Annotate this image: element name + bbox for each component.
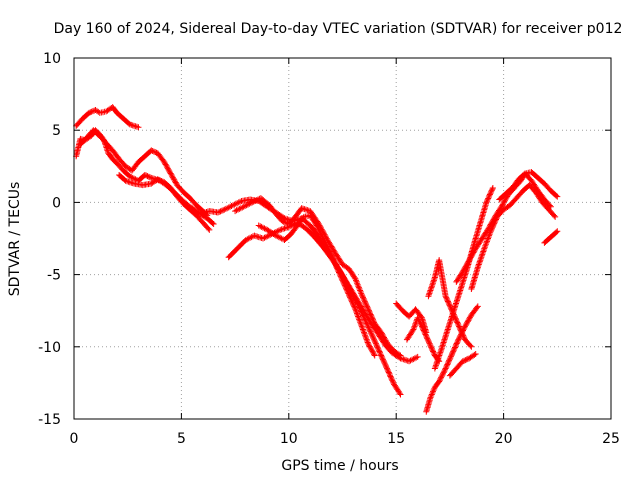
- y-tick-label: 5: [52, 123, 61, 139]
- data-point-markers: [255, 212, 378, 359]
- y-tick-label: -10: [38, 340, 61, 356]
- series-arc-3: [77, 127, 211, 219]
- x-tick-label: 10: [280, 431, 298, 447]
- x-tick-label: 0: [70, 431, 79, 447]
- x-tick-label: 5: [177, 431, 186, 447]
- data-point-markers: [468, 182, 559, 293]
- x-tick-label: 25: [602, 431, 620, 447]
- y-tick-label: -5: [47, 268, 61, 284]
- series-arc-11: [423, 303, 481, 415]
- data-point-markers: [73, 104, 142, 131]
- data-point-markers: [77, 127, 211, 219]
- y-axis-label: SDTVAR / TECUs: [7, 182, 23, 297]
- axis-ticks: 0 5 10 15 20 25 -15 -10 -5 0 5 10: [38, 51, 620, 447]
- series-arc-17: [496, 170, 554, 210]
- y-tick-label: 10: [43, 51, 61, 67]
- x-tick-label: 20: [495, 431, 513, 447]
- data-point-markers: [496, 170, 554, 210]
- data-points: [73, 104, 561, 415]
- plot-border: [73, 57, 612, 420]
- chart-title: Day 160 of 2024, Sidereal Day-to-day VTE…: [54, 21, 623, 37]
- x-axis-label: GPS time / hours: [281, 458, 398, 474]
- data-point-markers: [116, 171, 213, 233]
- series-arc-4: [116, 171, 213, 233]
- series-arc-16: [468, 182, 559, 293]
- y-tick-label: -15: [38, 412, 61, 428]
- data-point-markers: [541, 228, 561, 246]
- x-tick-label: 15: [387, 431, 405, 447]
- data-point-markers: [446, 351, 479, 379]
- series-arc-10: [403, 314, 443, 365]
- y-tick-label: 0: [52, 195, 61, 211]
- data-point-markers: [423, 303, 481, 415]
- series-arc-2: [73, 104, 142, 131]
- series-arc-7: [232, 195, 404, 359]
- data-point-markers: [403, 314, 443, 365]
- series-arc-8: [255, 212, 378, 359]
- series-arc-18: [541, 228, 561, 246]
- series-arc-14: [446, 351, 479, 379]
- data-point-markers: [232, 195, 404, 359]
